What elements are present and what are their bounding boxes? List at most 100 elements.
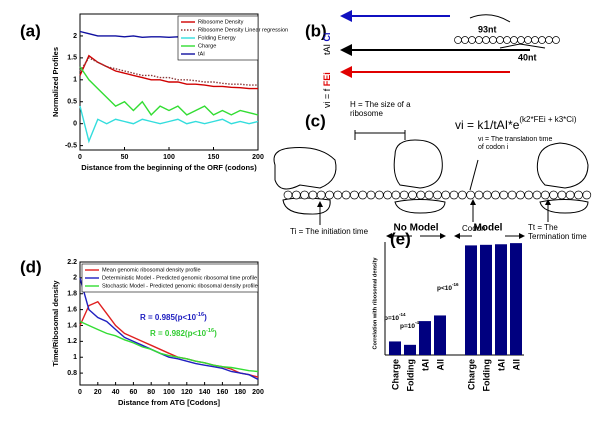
annotation: R = 0.985(p<10-16)	[140, 312, 207, 322]
annotation-exponent: -16	[206, 328, 214, 334]
codon: Codon	[462, 224, 486, 233]
ribosome	[539, 199, 589, 214]
bar	[419, 321, 431, 355]
legend-label: Stochastic Model - Predicted genomic rib…	[102, 283, 258, 289]
distance: 40nt	[518, 52, 537, 62]
bracket	[469, 14, 546, 49]
equation: vi = k1/tAI*e(k2*FEi + k3*Ci)	[455, 115, 577, 132]
series-line	[79, 66, 259, 116]
series-line	[79, 54, 258, 90]
panel-label: (c)	[305, 111, 326, 130]
distance: 93nt	[478, 24, 497, 34]
group-label: No Model	[394, 223, 439, 234]
y-axis-label: Correlation with ribosomal density	[372, 257, 378, 350]
ribosome	[282, 197, 331, 215]
annotation-suffix: )	[204, 313, 207, 322]
series-line	[79, 300, 259, 378]
annotation-text: p=10	[384, 315, 399, 322]
annotation-text: p=10	[400, 323, 415, 330]
side-label-text: vi = f	[322, 88, 332, 108]
equation-base: vi = k1/tAI*e	[455, 118, 520, 132]
annotation-suffix: )	[214, 329, 217, 338]
panel-label: (b)	[305, 21, 327, 40]
x-tick-label: 100	[163, 389, 175, 396]
initiation: Ti = The initiation time	[290, 227, 369, 236]
x-tick-label: Charge	[466, 359, 476, 390]
x-tick-label: 120	[181, 389, 193, 396]
bar	[404, 344, 416, 355]
pointer	[469, 159, 479, 191]
ribosome	[393, 139, 443, 189]
annotation-text: R = 0.982(p<10	[150, 329, 207, 338]
y-tick-label: 1.4	[67, 322, 77, 329]
y-tick-label: 2.2	[67, 259, 77, 266]
x-tick-label: 80	[147, 389, 155, 396]
codon-chain	[283, 190, 592, 200]
series-line	[79, 277, 259, 381]
ribosome	[536, 142, 589, 189]
y-tick-label: 1.8	[67, 291, 77, 298]
x-tick-label: 50	[121, 154, 129, 161]
definition: vi = The translation time of codon i	[478, 136, 553, 151]
side-label-text: tAI	[322, 44, 332, 55]
y-tick-label: 1.5	[67, 55, 77, 62]
panel-label: (a)	[20, 21, 41, 40]
x-axis-label: Distance from ATG [Codons]	[118, 398, 221, 407]
x-tick-label: All	[435, 359, 445, 371]
x-tick-label: 200	[252, 389, 264, 396]
annotation-exponent: -16	[452, 282, 459, 287]
bracket	[354, 130, 406, 140]
x-tick-label: Folding	[405, 359, 415, 392]
y-axis-label: Time/Ribosomal density	[51, 280, 60, 367]
legend-label: Charge	[198, 43, 216, 49]
y-tick-label: 0	[73, 121, 77, 128]
legend-label: Mean genomic ribosomal density profile	[102, 267, 201, 273]
legend-label: tAI	[198, 51, 205, 57]
ribosome	[273, 147, 337, 190]
x-tick-label: 0	[78, 389, 82, 396]
group-label: Model	[474, 223, 503, 234]
panel-label: (d)	[20, 257, 42, 276]
y-tick-label: 1	[73, 77, 77, 84]
x-tick-label: Charge	[390, 359, 400, 390]
panel-label: (e)	[390, 229, 411, 248]
panel-b: (b) 93nt 40nt tAI Ci vi = f FEi	[305, 10, 560, 108]
annotation: p=10-4	[400, 320, 420, 330]
x-tick-label: Folding	[481, 359, 491, 392]
panel-c: (c) H = The size of a ribosome vi = k1/t…	[273, 100, 592, 241]
annotation-exponent: -4	[415, 320, 420, 325]
annotation: R = 0.982(p<10-16)	[150, 328, 217, 338]
bar	[510, 243, 522, 355]
x-tick-label: 180	[234, 389, 246, 396]
x-tick-label: 160	[217, 389, 229, 396]
series-line	[79, 57, 258, 86]
bar	[495, 244, 507, 355]
legend-label: Ribosome Density	[198, 19, 244, 25]
x-tick-label: 100	[163, 154, 175, 161]
side-label: tAI Ci	[322, 32, 332, 55]
bar	[434, 315, 446, 355]
y-tick-label: 0.8	[67, 370, 77, 377]
bar	[389, 341, 401, 355]
annotation-text: p<10	[437, 285, 452, 292]
x-tick-label: 20	[94, 389, 102, 396]
y-tick-label: 0.5	[67, 99, 77, 106]
side-label-highlight: FEi	[322, 72, 332, 86]
y-tick-label: 2	[73, 275, 77, 282]
annotation-exponent: -16	[196, 312, 204, 318]
x-tick-label: 60	[130, 389, 138, 396]
legend-box	[81, 263, 259, 293]
side-label-highlight: Ci	[322, 32, 332, 41]
y-axis-label: Normalized Profiles	[51, 47, 60, 117]
x-tick-label: 140	[199, 389, 211, 396]
series-line	[79, 320, 259, 373]
legend-label: Deterministic Model - Predicted genomic …	[102, 275, 257, 281]
series-line	[79, 105, 259, 144]
codon-chain	[454, 36, 560, 44]
ribosome-size: H = The size of a ribosome	[350, 100, 411, 118]
equation-exponent: (k2*FEi + k3*Ci)	[519, 115, 576, 124]
bar	[480, 244, 492, 355]
y-tick-label: 1	[73, 354, 77, 361]
x-tick-label: 200	[252, 154, 264, 161]
